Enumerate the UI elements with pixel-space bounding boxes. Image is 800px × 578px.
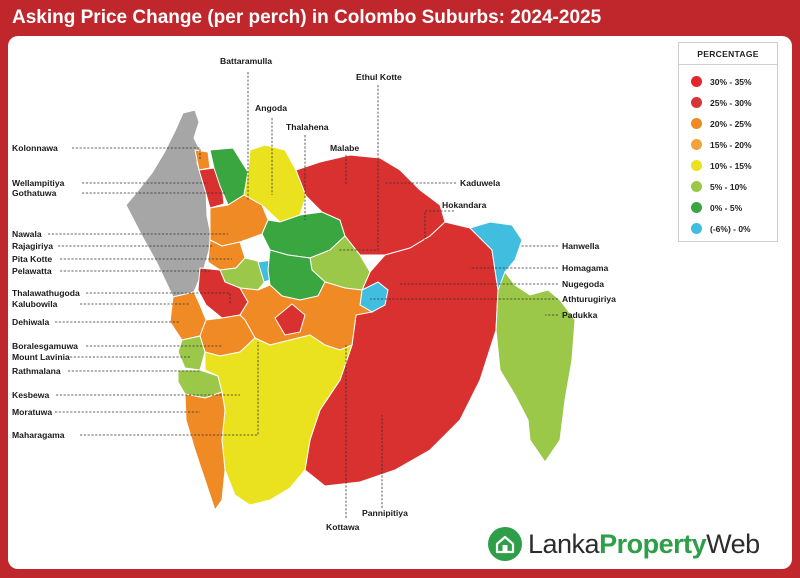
- legend-items: 30% - 35% 25% - 30% 20% - 25% 15% - 20% 10% …: [679, 71, 777, 239]
- label-pelawatta: Pelawatta: [12, 266, 52, 276]
- suburb-map: Battaramulla Ethul Kotte Angoda Thalahen…: [12, 56, 616, 532]
- label-athturugiriya: Athturugiriya: [562, 294, 616, 304]
- label-ethul-kotte: Ethul Kotte: [356, 72, 402, 82]
- legend-item: 20% - 25%: [679, 113, 777, 134]
- logo-wordmark: LankaPropertyWeb: [528, 528, 760, 559]
- legend-swatch: [691, 76, 702, 87]
- brand-logo: LankaPropertyWeb: [488, 524, 760, 564]
- legend-item: 0% - 5%: [679, 197, 777, 218]
- legend-label: 25% - 30%: [710, 97, 752, 108]
- legend-label: 10% - 15%: [710, 160, 752, 171]
- region-padukka: [495, 270, 576, 463]
- label-mount-lavinia: Mount Lavinia: [12, 352, 70, 362]
- label-dehiwala: Dehiwala: [12, 317, 49, 327]
- label-angoda: Angoda: [255, 103, 287, 113]
- legend-swatch: [691, 97, 702, 108]
- leader-lines: [48, 72, 558, 518]
- region-moratuwa: [184, 391, 226, 512]
- region-dehiwala: [169, 291, 207, 341]
- label-boralesgamuwa: Boralesgamuwa: [12, 341, 78, 351]
- label-kottawa: Kottawa: [326, 522, 360, 532]
- label-kolonnawa: Kolonnawa: [12, 143, 58, 153]
- label-hanwella: Hanwella: [562, 241, 599, 251]
- legend-swatch: [691, 181, 702, 192]
- label-homagama: Homagama: [562, 263, 609, 273]
- legend-swatch: [691, 139, 702, 150]
- map-labels: Battaramulla Ethul Kotte Angoda Thalahen…: [12, 56, 616, 532]
- label-maharagama: Maharagama: [12, 430, 65, 440]
- label-hokandara: Hokandara: [442, 200, 487, 210]
- label-malabe: Malabe: [330, 143, 359, 153]
- house-icon: [488, 527, 522, 561]
- legend-swatch: [691, 202, 702, 213]
- label-padukka: Padukka: [562, 310, 598, 320]
- legend-item: 30% - 35%: [679, 71, 777, 92]
- label-nawala: Nawala: [12, 229, 42, 239]
- label-kesbewa: Kesbewa: [12, 390, 49, 400]
- label-rajagiriya: Rajagiriya: [12, 241, 53, 251]
- legend-swatch: [691, 160, 702, 171]
- legend-label: 15% - 20%: [710, 139, 752, 150]
- label-kaduwela: Kaduwela: [460, 178, 500, 188]
- legend-label: 5% - 10%: [710, 181, 747, 192]
- label-rathmalana: Rathmalana: [12, 366, 61, 376]
- label-nugegoda: Nugegoda: [562, 279, 604, 289]
- legend: PERCENTAGE 30% - 35% 25% - 30% 20% - 25% 15…: [678, 42, 778, 242]
- legend-label: 30% - 35%: [710, 76, 752, 87]
- label-pita-kotte: Pita Kotte: [12, 254, 52, 264]
- page-title: Asking Price Change (per perch) in Colom…: [12, 7, 602, 28]
- legend-title: PERCENTAGE: [679, 43, 777, 65]
- legend-label: (-6%) - 0%: [710, 223, 751, 234]
- label-battaramulla: Battaramulla: [220, 56, 272, 66]
- legend-swatch: [691, 118, 702, 129]
- legend-item: 15% - 20%: [679, 134, 777, 155]
- region-hanwella: [469, 221, 523, 291]
- region-kolonnawa: [194, 149, 211, 171]
- label-gothatuwa: Gothatuwa: [12, 188, 57, 198]
- legend-item: 25% - 30%: [679, 92, 777, 113]
- label-wellampitiya: Wellampitiya: [12, 178, 65, 188]
- region-maharagama-red: [274, 303, 306, 336]
- legend-label: 0% - 5%: [710, 202, 743, 213]
- legend-label: 20% - 25%: [710, 118, 752, 129]
- label-pannipitiya: Pannipitiya: [362, 508, 408, 518]
- region-colombo: [125, 109, 213, 298]
- legend-item: 5% - 10%: [679, 176, 777, 197]
- region-mount-lavinia: [177, 335, 206, 371]
- label-thalawathugoda: Thalawathugoda: [12, 288, 80, 298]
- legend-item: 10% - 15%: [679, 155, 777, 176]
- label-thalahena: Thalahena: [286, 122, 329, 132]
- label-kalubowila: Kalubowila: [12, 299, 58, 309]
- legend-item: (-6%) - 0%: [679, 218, 777, 239]
- legend-swatch: [691, 223, 702, 234]
- map-panel: Battaramulla Ethul Kotte Angoda Thalahen…: [8, 36, 792, 569]
- label-moratuwa: Moratuwa: [12, 407, 52, 417]
